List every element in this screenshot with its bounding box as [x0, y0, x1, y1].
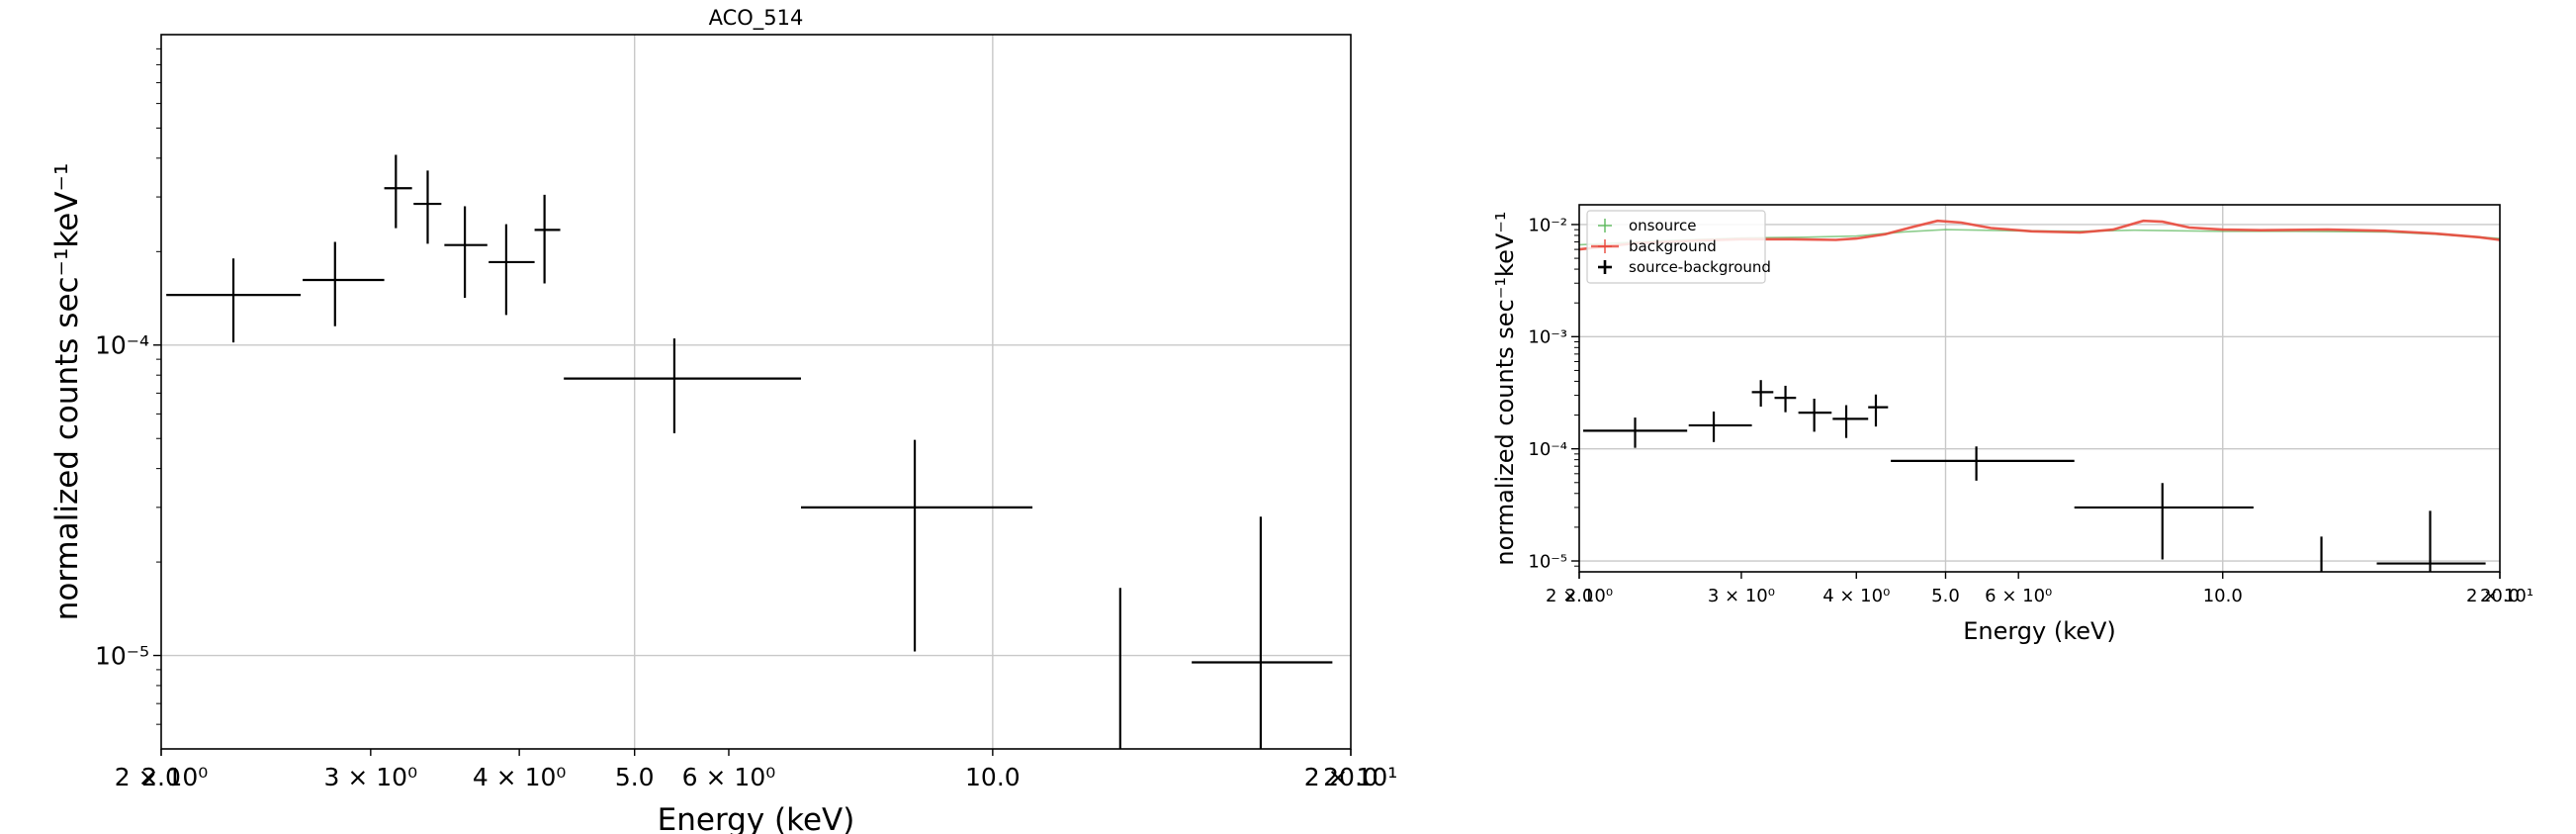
legend: onsource background source-background — [1586, 210, 1771, 284]
chart-right: 2.02 × 10⁰ 3 × 10⁰ 4 × 10⁰ 5.0 6 × 10⁰ 10.0 20… — [1491, 204, 2533, 645]
x-tick-label: 3 × 10⁰ — [1708, 586, 1775, 606]
chart-title: ACO_514 — [709, 6, 804, 31]
legend-label-source-background: source-background — [1629, 258, 1771, 276]
x-tick-label: 6 × 10⁰ — [682, 763, 776, 791]
x-tick-label: 2 × 10¹ — [2466, 586, 2533, 606]
legend-box — [1586, 210, 1766, 284]
x-tick-label: 3 × 10⁰ — [324, 763, 418, 791]
plot-frame — [1578, 204, 2501, 573]
x-tick-label: 6 × 10⁰ — [1985, 586, 2052, 606]
legend-label-onsource: onsource — [1629, 217, 1697, 234]
x-tick-label: 10.0 — [2203, 586, 2243, 606]
series-line-background — [1578, 219, 2501, 251]
x-tick-label: 4 × 10⁰ — [1822, 586, 1890, 606]
x-axis-label: Energy (keV) — [1963, 617, 2116, 645]
x-tick-label: 20.0 — [1323, 763, 1378, 791]
x-tick-label: 2.0 — [1565, 586, 1594, 606]
plot-frame — [160, 34, 1352, 750]
y-tick-label: 10⁻² — [1528, 215, 1567, 235]
chart-left: 2.02 × 10⁰ 3 × 10⁰ 4 × 10⁰ 5.0 6 × 10⁰ 10.0 20… — [49, 6, 1397, 834]
x-tick-label: 20.0 — [2480, 586, 2520, 606]
y-axis-label: normalized counts sec⁻¹keV⁻¹ — [49, 163, 85, 621]
x-tick-label: 5.0 — [1931, 586, 1960, 606]
x-tick-label: 2.0 — [141, 763, 181, 791]
y-tick-label: 10⁻⁴ — [1528, 439, 1567, 460]
y-tick-label: 10⁻³ — [1528, 327, 1567, 348]
y-axis-label: normalized counts sec⁻¹keV⁻¹ — [1491, 211, 1519, 565]
y-tick-label: 10⁻⁴ — [95, 331, 149, 360]
x-tick-label: 5.0 — [615, 763, 655, 791]
x-tick-label: 10.0 — [965, 763, 1021, 791]
legend-label-background: background — [1629, 237, 1717, 255]
x-tick-label: 2 × 10⁰ — [1546, 586, 1613, 606]
x-tick-label: 4 × 10⁰ — [473, 763, 567, 791]
x-tick-label: 2 × 10⁰ — [115, 763, 209, 791]
x-axis-label: Energy (keV) — [658, 802, 855, 834]
y-tick-label: 10⁻⁵ — [1528, 551, 1567, 572]
y-tick-label: 10⁻⁵ — [95, 641, 149, 670]
x-tick-label: 2 × 10¹ — [1304, 763, 1398, 791]
